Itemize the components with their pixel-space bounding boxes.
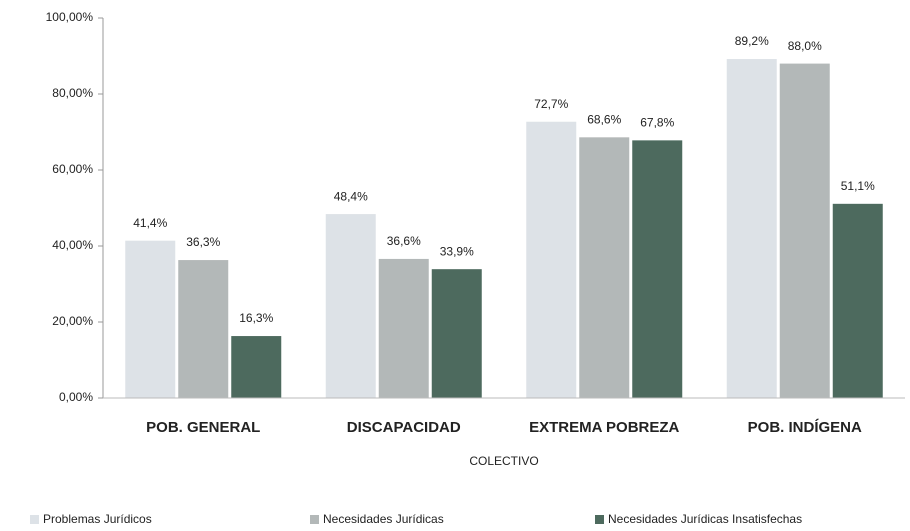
bar [579, 137, 630, 398]
y-tick-label: 80,00% [52, 86, 93, 100]
y-tick-label: 60,00% [52, 162, 93, 176]
value-label: 48,4% [334, 189, 368, 203]
legend-swatch [30, 515, 39, 524]
value-label: 88,0% [788, 39, 822, 53]
value-label: 36,6% [387, 234, 421, 248]
bar [231, 336, 282, 398]
x-tick-label: DISCAPACIDAD [347, 419, 461, 436]
bar [832, 203, 883, 398]
bar [779, 63, 830, 398]
value-label: 51,1% [841, 179, 875, 193]
bar [431, 269, 482, 398]
x-tick-label: POB. INDÍGENA [748, 419, 862, 436]
legend-label: Necesidades Jurídicas Insatisfechas [608, 512, 802, 526]
x-tick-label: EXTREMA POBREZA [529, 419, 679, 436]
value-label: 41,4% [133, 216, 167, 230]
x-tick-label: POB. GENERAL [146, 419, 260, 436]
y-tick-label: 40,00% [52, 238, 93, 252]
bar [125, 240, 176, 398]
bar [726, 59, 777, 398]
value-label: 89,2% [735, 34, 769, 48]
value-label: 33,9% [440, 244, 474, 258]
legend-swatch [310, 515, 319, 524]
legend-label: Necesidades Jurídicas [323, 512, 444, 526]
value-label: 68,6% [587, 112, 621, 126]
y-tick-label: 100,00% [46, 10, 94, 24]
value-label: 67,8% [640, 116, 674, 130]
bar [632, 140, 683, 399]
bar [325, 214, 376, 398]
value-label: 36,3% [186, 235, 220, 249]
y-tick-label: 0,00% [59, 390, 93, 404]
legend-swatch [595, 515, 604, 524]
y-tick-label: 20,00% [52, 314, 93, 328]
bar [378, 258, 429, 398]
value-label: 16,3% [239, 311, 273, 325]
bar [526, 121, 577, 399]
bar [178, 260, 229, 398]
value-label: 72,7% [534, 97, 568, 111]
legend-label: Problemas Jurídicos [43, 512, 152, 526]
x-axis-label: COLECTIVO [469, 454, 538, 468]
